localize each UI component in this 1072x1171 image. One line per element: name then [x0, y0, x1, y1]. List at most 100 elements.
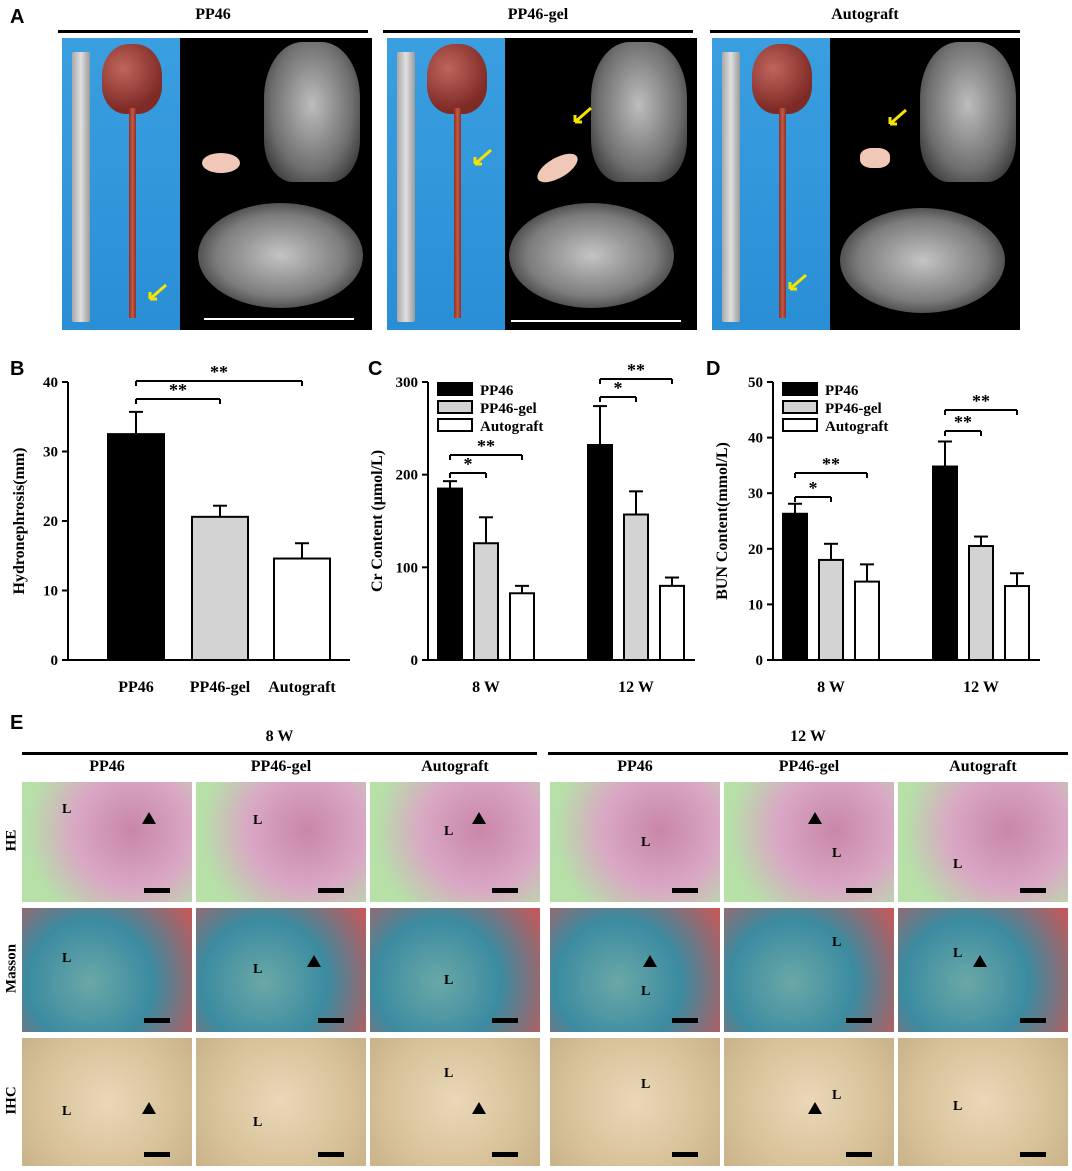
- histology-image: L: [550, 908, 720, 1032]
- significance-label: **: [972, 391, 990, 411]
- scale-bar: [672, 1152, 698, 1157]
- y-tick-label: 40: [43, 375, 58, 391]
- bar: [107, 433, 165, 661]
- lumen-label: L: [253, 813, 263, 828]
- bar: [818, 558, 844, 661]
- ct-coronal-image: [591, 42, 687, 182]
- significance-label: **: [822, 454, 840, 474]
- arrowhead-marker-icon: [142, 812, 156, 824]
- ct-image-panel: [830, 38, 1020, 330]
- bar: [473, 542, 499, 662]
- scale-bar: [492, 1152, 518, 1157]
- significance-label: **: [627, 360, 645, 380]
- panel-label-a: A: [10, 6, 25, 28]
- yellow-arrow-icon: [573, 106, 592, 124]
- kidney-image: [102, 44, 162, 114]
- ct-image-panel: [505, 38, 697, 330]
- scale-bar: [492, 1018, 518, 1023]
- bar: [437, 487, 463, 661]
- arrowhead-marker-icon: [472, 812, 486, 824]
- ct-axial-image: [198, 203, 363, 308]
- y-axis-label: Hydronephrosis(mm): [11, 448, 28, 595]
- lumen-label: L: [953, 946, 963, 961]
- ct-axial-image: [840, 208, 1005, 313]
- histology-image: L: [196, 908, 366, 1032]
- column-header: PP46-gel: [250, 758, 312, 775]
- yellow-arrow-icon: [473, 148, 492, 166]
- histology-image: L: [550, 782, 720, 902]
- legend-label: PP46: [825, 383, 859, 399]
- y-tick-label: 100: [396, 560, 419, 576]
- histology-image: L: [724, 782, 894, 902]
- y-tick-label: 200: [396, 468, 419, 484]
- histology-image: L: [22, 1038, 192, 1166]
- y-tick-label: 0: [51, 653, 59, 669]
- legend-label: Autograft: [480, 419, 543, 435]
- legend-swatch: [782, 418, 818, 432]
- row-label: IHC: [3, 1086, 20, 1115]
- timepoint-label: 12 W: [790, 728, 826, 745]
- x-tick-label: PP46: [118, 679, 154, 696]
- significance-label: *: [809, 478, 818, 498]
- histology-image: L: [370, 782, 540, 902]
- lumen-label: L: [832, 1088, 842, 1103]
- chart-cr-content: 0 100 200 300 Cr Content (μmol/L) 8 W 12 W PP46…: [369, 360, 695, 696]
- lumen-label: L: [62, 802, 72, 817]
- lumen-label: L: [253, 1115, 263, 1130]
- scale-bar: [318, 888, 344, 893]
- panel-label-d: D: [706, 358, 721, 380]
- lumen-label: L: [62, 1104, 72, 1119]
- ruler-image: [397, 52, 415, 322]
- scale-bar: [144, 888, 170, 893]
- yellow-arrow-icon: [148, 283, 167, 301]
- bar: [1004, 585, 1030, 661]
- y-tick-label: 50: [748, 375, 763, 391]
- scale-bar: [144, 1152, 170, 1157]
- histology-image: L: [22, 782, 192, 902]
- specimen-photo: [712, 38, 830, 330]
- panel-label-e: E: [10, 712, 24, 734]
- ureter-reconstruction-image: [860, 148, 890, 168]
- group-title: PP46-gel: [507, 6, 569, 23]
- group-title: Autograft: [831, 6, 899, 23]
- group-title: PP46: [195, 6, 231, 23]
- lumen-label: L: [832, 846, 842, 861]
- row-label: HE: [3, 829, 20, 852]
- ureter-reconstruction-image: [202, 153, 240, 173]
- lumen-label: L: [953, 1099, 963, 1114]
- legend-swatch: [437, 400, 473, 414]
- scale-bar: [846, 888, 872, 893]
- scale-bar: [144, 1018, 170, 1023]
- significance-label: **: [169, 380, 187, 400]
- specimen-photo: [62, 38, 180, 330]
- y-tick-label: 0: [411, 653, 419, 669]
- legend-swatch: [782, 400, 818, 414]
- arrowhead-marker-icon: [307, 955, 321, 967]
- histology-image: L: [898, 1038, 1068, 1166]
- kidney-image: [427, 44, 487, 114]
- significance-label: *: [614, 378, 623, 398]
- timepoint-label: 8 W: [265, 728, 294, 745]
- arrowhead-marker-icon: [472, 1102, 486, 1114]
- column-header: Autograft: [421, 758, 489, 775]
- bar: [659, 584, 685, 661]
- x-tick-label: 8 W: [817, 679, 845, 696]
- panel-label-c: C: [368, 358, 383, 380]
- row-label: Masson: [3, 943, 20, 994]
- lumen-label: L: [253, 962, 263, 977]
- bar: [782, 512, 808, 661]
- scale-bar: [672, 1018, 698, 1023]
- histology-image: L: [370, 1038, 540, 1166]
- y-tick-label: 20: [43, 514, 58, 530]
- histology-image: L: [550, 1038, 720, 1166]
- ruler-image: [722, 52, 740, 322]
- arrowhead-marker-icon: [808, 1102, 822, 1114]
- legend-label: Autograft: [825, 419, 888, 435]
- lumen-label: L: [62, 951, 72, 966]
- ct-axial-image: [509, 203, 674, 308]
- scale-bar: [1020, 1018, 1046, 1023]
- histology-image: L: [196, 782, 366, 902]
- lumen-label: L: [444, 973, 454, 988]
- legend-label: PP46-gel: [480, 401, 537, 417]
- histology-image: L: [898, 908, 1068, 1032]
